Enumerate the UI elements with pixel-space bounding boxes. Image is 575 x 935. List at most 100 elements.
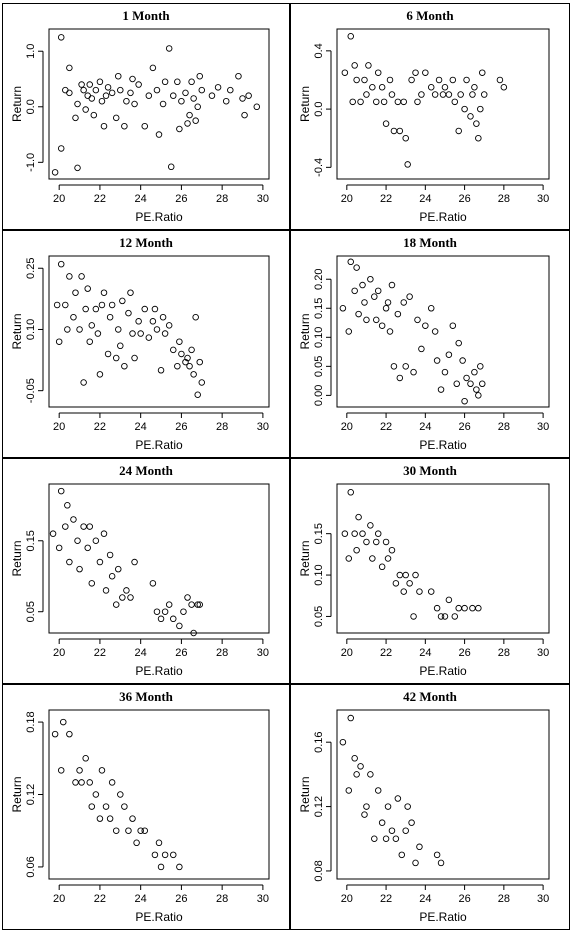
data-point xyxy=(451,613,459,620)
data-point xyxy=(55,338,63,345)
data-point xyxy=(437,859,445,867)
data-point xyxy=(392,580,400,587)
data-point xyxy=(422,69,429,76)
data-point xyxy=(363,91,370,98)
data-point xyxy=(106,815,114,822)
data-point xyxy=(345,787,353,794)
data-point xyxy=(227,86,234,94)
data-point xyxy=(76,767,83,774)
x-axis-label: PE.Ratio xyxy=(135,438,183,452)
data-point xyxy=(433,604,441,612)
data-point xyxy=(473,386,480,393)
data-point xyxy=(414,98,421,106)
data-point xyxy=(369,84,376,91)
x-tick-label: 24 xyxy=(419,421,431,433)
y-tick-label: 0.0 xyxy=(313,101,325,116)
data-point xyxy=(382,305,390,312)
data-point xyxy=(92,305,100,313)
data-point xyxy=(194,391,201,399)
data-point xyxy=(367,522,374,529)
data-point xyxy=(475,134,482,142)
data-point xyxy=(159,313,167,321)
data-point xyxy=(410,613,417,620)
data-point xyxy=(112,114,120,122)
data-point xyxy=(70,516,77,523)
y-tick-label: 0.10 xyxy=(313,564,325,585)
x-tick-label: 24 xyxy=(419,647,431,659)
chart-panel: 12 Month 20 22 24 26 28 30 -0.05 0.10 0.25 PE.Rati… xyxy=(2,230,290,458)
x-tick-label: 20 xyxy=(53,421,65,433)
x-tick-label: 24 xyxy=(135,893,147,905)
data-point xyxy=(441,613,449,620)
x-tick-label: 28 xyxy=(216,893,228,905)
data-point xyxy=(88,322,96,329)
data-point xyxy=(347,33,354,40)
data-point xyxy=(74,537,81,545)
data-point xyxy=(341,530,349,537)
data-point xyxy=(92,537,100,545)
data-point xyxy=(222,97,230,105)
data-point xyxy=(55,544,63,552)
data-point xyxy=(159,100,167,108)
chart-panel: 1 Month 20 22 24 26 28 30 -1.0 0.0 1.0 PE.Ratio Ret… xyxy=(2,3,290,230)
data-point xyxy=(161,78,169,86)
data-point xyxy=(170,615,177,623)
data-point xyxy=(433,851,441,859)
data-point xyxy=(176,863,183,871)
x-tick-label: 22 xyxy=(380,647,392,659)
data-point xyxy=(115,72,122,80)
data-point xyxy=(137,827,144,834)
data-point xyxy=(121,362,128,370)
data-point xyxy=(174,362,181,370)
data-point xyxy=(66,273,73,280)
data-point xyxy=(70,313,77,321)
data-point xyxy=(76,326,83,333)
data-point xyxy=(475,392,482,399)
data-point xyxy=(427,305,435,312)
data-point xyxy=(459,357,466,364)
data-point xyxy=(400,299,407,306)
data-point xyxy=(74,100,81,108)
data-point xyxy=(153,326,161,333)
data-point xyxy=(355,513,362,521)
x-tick-label: 30 xyxy=(537,893,549,905)
data-point xyxy=(400,588,407,595)
data-point xyxy=(141,122,148,130)
x-tick-label: 24 xyxy=(135,421,147,433)
data-point xyxy=(475,604,482,612)
data-point xyxy=(365,62,372,69)
y-tick-label: 0.05 xyxy=(25,601,37,622)
data-point xyxy=(353,76,360,84)
data-point xyxy=(151,305,159,313)
data-point xyxy=(441,368,449,376)
data-point xyxy=(157,615,165,623)
data-point xyxy=(357,763,364,770)
data-point xyxy=(115,565,122,573)
data-point xyxy=(60,718,67,726)
data-point xyxy=(92,791,100,798)
data-point xyxy=(104,84,112,91)
data-point xyxy=(78,273,85,280)
data-point xyxy=(186,111,193,119)
data-point xyxy=(408,76,415,84)
y-tick-label: 0.12 xyxy=(25,784,37,805)
data-point xyxy=(161,851,169,859)
data-point xyxy=(374,530,382,537)
y-tick-label: -0.4 xyxy=(313,158,325,177)
data-point xyxy=(153,608,161,615)
y-tick-label: 0.25 xyxy=(25,258,37,279)
x-tick-label: 24 xyxy=(419,193,431,205)
data-point xyxy=(155,131,163,138)
y-axis-label: Return xyxy=(298,86,312,122)
data-point xyxy=(402,363,409,370)
data-point xyxy=(382,835,390,843)
data-point xyxy=(347,714,354,722)
data-point xyxy=(145,92,153,99)
data-point xyxy=(378,563,386,571)
data-point xyxy=(104,350,112,358)
y-axis-label: Return xyxy=(10,776,24,812)
data-point xyxy=(184,354,191,362)
data-point xyxy=(371,835,378,843)
data-point xyxy=(463,374,470,382)
